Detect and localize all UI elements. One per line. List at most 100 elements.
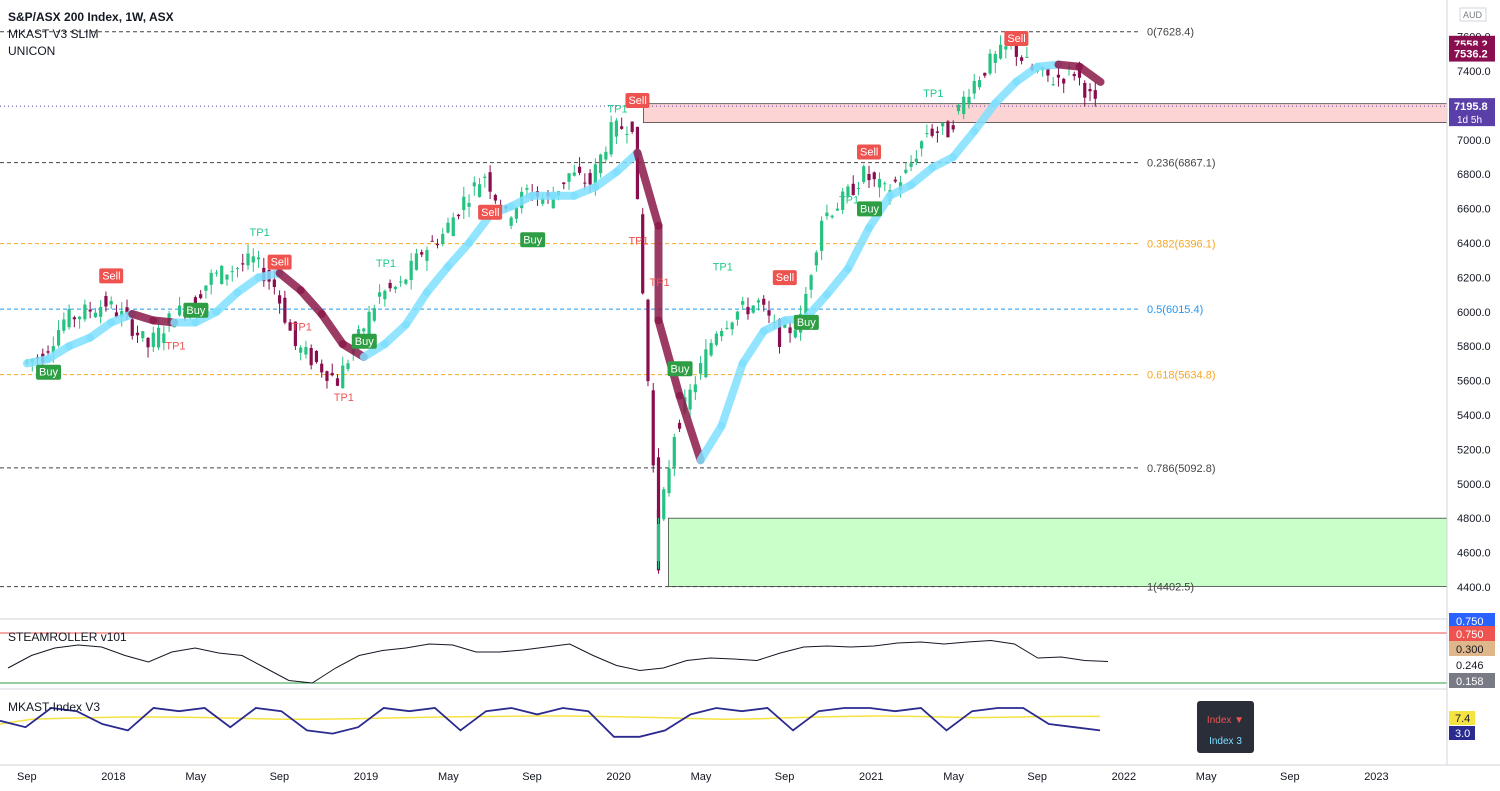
buy-label: Buy <box>797 317 816 329</box>
candle-body <box>735 311 740 320</box>
buy-badge <box>183 302 209 318</box>
candle-body <box>178 305 182 316</box>
candle-body <box>335 378 340 386</box>
scale-tag-label: 7536.2 <box>1454 49 1488 61</box>
candle-body <box>330 372 334 376</box>
candle-body <box>788 327 792 334</box>
candle-body <box>246 253 250 266</box>
trend-ribbon <box>86 318 116 342</box>
candle-body <box>1062 78 1066 84</box>
buy-signal: Buy <box>351 333 377 349</box>
price-pane[interactable]: 0(7628.4) 0.236(6867.1) 0.382(6396.1) 0.5(6… <box>0 27 1448 690</box>
fib-label: 0.786(5092.8) <box>1147 463 1216 475</box>
trend-ribbon <box>1012 62 1042 86</box>
candle-body <box>967 96 971 104</box>
steamroller-line <box>7 639 1109 684</box>
time-tick: Sep <box>522 771 542 783</box>
candle-body <box>1004 46 1008 50</box>
candle-body <box>651 390 655 466</box>
buy-label: Buy <box>523 234 542 246</box>
candle-body <box>93 312 98 318</box>
candle-body <box>251 256 255 263</box>
sell-badge <box>1004 31 1029 47</box>
candle-body <box>925 133 929 135</box>
sell-signal: Sell <box>99 268 124 284</box>
candle-body <box>130 319 134 336</box>
fib-label: 1(4402.5) <box>1147 582 1194 594</box>
trend-ribbon <box>801 290 831 323</box>
candle-body <box>599 154 603 174</box>
candle-body <box>99 307 103 317</box>
candle-body <box>1083 82 1087 98</box>
candle-body <box>551 194 555 209</box>
tp1-label: TP1 <box>607 103 627 115</box>
candle-body <box>420 252 424 255</box>
last-price-tag <box>1449 98 1495 127</box>
time-axis[interactable]: Sep 2018 May Sep 2019 May Sep 2020 May Sep 2021 May… <box>0 764 1500 783</box>
candle-body <box>472 182 476 187</box>
buy-signal: Buy <box>667 361 693 377</box>
trend-ribbon <box>296 286 326 318</box>
candle-body <box>620 126 624 129</box>
time-tick: May <box>691 771 712 783</box>
candle-body <box>762 298 766 305</box>
mkast-index-pane[interactable]: 7.43.0 <box>0 707 1475 740</box>
candle-body <box>588 173 592 185</box>
currency-badge <box>1459 7 1487 22</box>
candle-body <box>572 172 576 176</box>
resistance-zone <box>643 103 1448 124</box>
buy-signal: Buy <box>857 201 882 217</box>
time-tick: May <box>943 771 964 783</box>
candle-body <box>914 158 918 163</box>
trend-ribbon <box>317 309 347 349</box>
trend-ribbon <box>233 273 263 297</box>
candle-body <box>146 337 150 348</box>
trend-ribbon <box>44 342 74 364</box>
price-tick: 5600.0 <box>1457 376 1491 388</box>
trend-ribbon <box>401 288 431 329</box>
price-scale[interactable]: 4400.0 4600.0 4800.0 5000.0 5200.0 5400.0 5600… <box>1446 0 1495 765</box>
sell-badge <box>772 270 797 286</box>
candle-body <box>372 308 376 321</box>
indicator-label-mkast-index[interactable]: MKAST-Index V3 <box>8 700 101 714</box>
trend-ribbon <box>991 77 1021 108</box>
candle-body <box>256 257 261 260</box>
candle-body <box>946 121 950 138</box>
candle-body <box>667 468 671 494</box>
candle-body <box>304 347 308 355</box>
candle-body <box>983 72 987 76</box>
trend-ribbon <box>907 163 937 189</box>
buy-badge <box>667 361 693 377</box>
candle-body <box>1020 57 1024 61</box>
time-tick: Sep <box>1027 771 1047 783</box>
candle-body <box>541 197 545 204</box>
candle-body <box>272 279 276 288</box>
buy-badge <box>793 314 819 330</box>
candle-body <box>941 123 945 127</box>
candle-body <box>325 371 329 381</box>
candle-body <box>741 301 745 305</box>
candle-body <box>930 128 934 136</box>
osc-scale-label: 0.300 <box>1456 644 1484 656</box>
time-tick: Sep <box>270 771 290 783</box>
trend-ribbon <box>444 239 474 271</box>
candle-body <box>88 309 92 312</box>
indicator-label-steamroller[interactable]: STEAMROLLER v101 <box>8 630 127 644</box>
time-tick: 2020 <box>606 771 630 783</box>
countdown-label: 1d 5h <box>1457 115 1482 126</box>
candle-body <box>451 217 455 237</box>
candle-body <box>299 347 303 353</box>
candle-body <box>825 212 829 217</box>
candle-body <box>456 214 461 217</box>
candle-body <box>977 80 982 88</box>
candle-body <box>920 141 924 149</box>
trend-ribbon <box>675 391 705 465</box>
indicator-label-mkast[interactable]: MKAST V3 SLIM <box>8 27 99 41</box>
trend-ribbon <box>338 340 368 361</box>
sell-label: Sell <box>1007 33 1025 45</box>
candle-body <box>393 286 397 290</box>
tp1-label: TP1 <box>292 322 312 334</box>
indicator-label-unicon[interactable]: UNICON <box>8 44 56 58</box>
